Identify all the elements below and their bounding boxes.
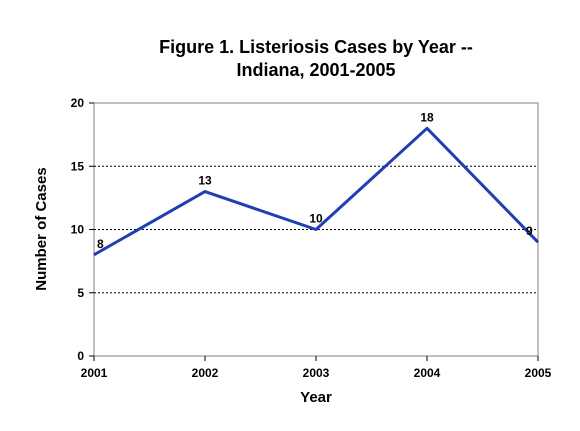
y-axis-ticks: 0 5 10 15 20	[71, 96, 94, 363]
data-labels: 8 13 10 18 9	[97, 110, 533, 251]
y-tick-label: 5	[77, 286, 84, 300]
data-label: 13	[198, 174, 212, 188]
series-layer	[93, 126, 540, 257]
data-label: 9	[526, 224, 533, 238]
x-axis-ticks: 2001 2002 2003 2004 2005	[81, 356, 552, 380]
series-line	[93, 126, 540, 257]
y-tick-label: 15	[71, 159, 85, 173]
data-label: 10	[309, 212, 323, 226]
chart-title: Figure 1. Listeriosis Cases by Year --	[159, 37, 473, 57]
x-tick-label: 2004	[414, 366, 441, 380]
y-tick-label: 10	[71, 223, 85, 237]
x-axis-title: Year	[300, 389, 332, 406]
chart-subtitle: Indiana, 2001-2005	[236, 60, 395, 80]
data-label: 8	[97, 237, 104, 251]
x-tick-label: 2001	[81, 366, 108, 380]
y-axis-title: Number of Cases	[33, 167, 50, 290]
x-tick-label: 2002	[192, 366, 219, 380]
y-tick-label: 20	[71, 96, 85, 110]
y-tick-label: 0	[77, 349, 84, 363]
x-tick-label: 2005	[525, 366, 552, 380]
x-tick-label: 2003	[303, 366, 330, 380]
data-label: 18	[420, 110, 434, 124]
